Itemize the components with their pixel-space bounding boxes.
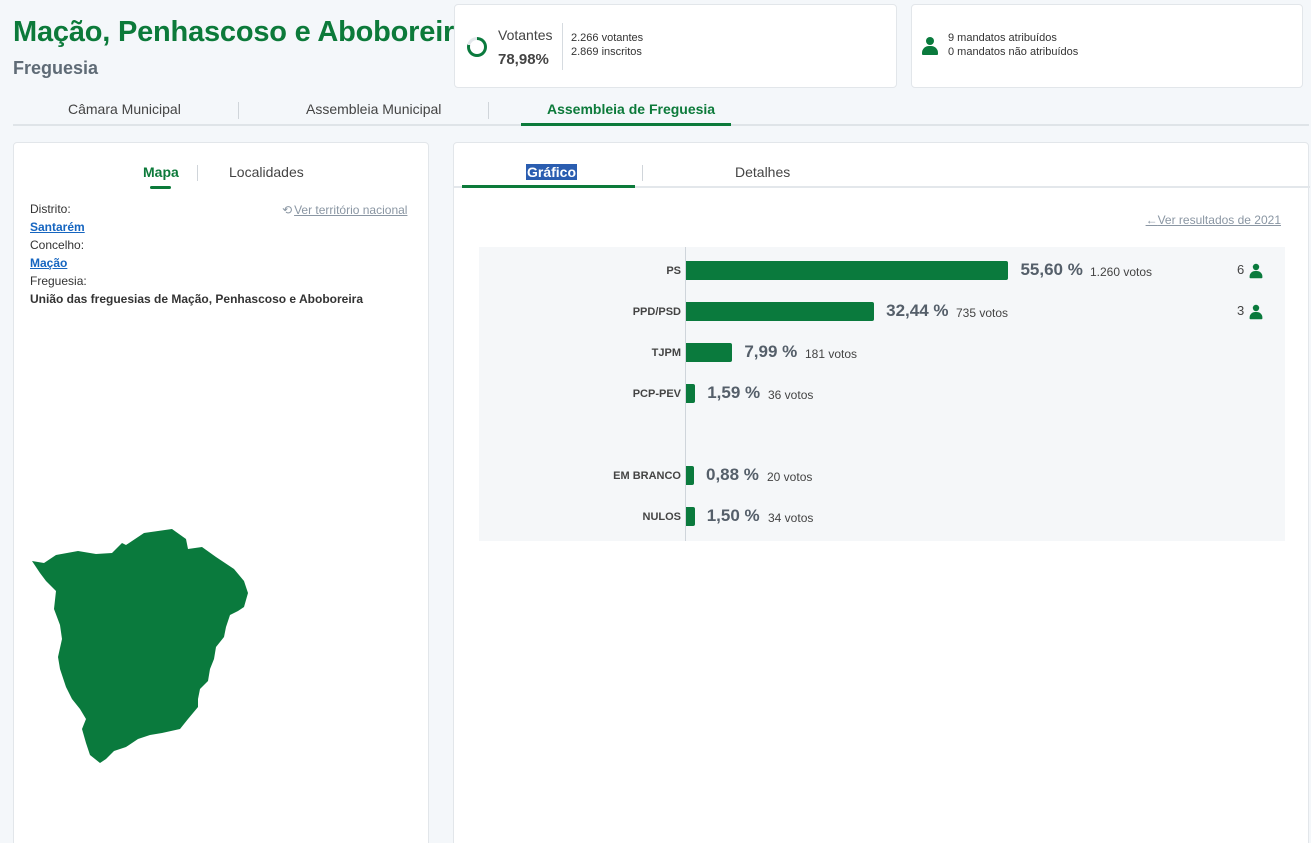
concelho-label: Concelho: xyxy=(30,238,85,252)
bar-percent-label: 1,59 % xyxy=(707,383,761,402)
person-icon xyxy=(1249,263,1263,279)
bar-row: PS 55,60 % 1.260 votos 6 xyxy=(479,260,1285,281)
tab-localidades[interactable]: Localidades xyxy=(229,164,304,180)
bar-category-label: PS xyxy=(666,265,681,277)
results-panel: Gráfico Detalhes ←Ver resultados de 2021… xyxy=(453,142,1310,843)
tab-detalhes[interactable]: Detalhes xyxy=(735,164,791,180)
tab-assembleia-municipal[interactable]: Assembleia Municipal xyxy=(306,101,442,117)
votantes-card: Votantes 78,98% 2.266 votantes 2.869 ins… xyxy=(454,4,897,88)
bar-votes-label: 36 votos xyxy=(768,388,814,402)
tab-separator xyxy=(238,102,239,119)
freguesia-name: União das freguesias de Mação, Penhascos… xyxy=(30,292,363,306)
bar-votes-label: 1.260 votos xyxy=(1090,265,1153,279)
freguesia-label: Freguesia: xyxy=(30,274,87,288)
bar-percent-label: 0,88 % xyxy=(706,465,759,484)
bar-category-label: TJPM xyxy=(651,347,681,359)
bar-row: PCP-PEV 1,59 % 36 votos xyxy=(479,383,1285,404)
bar-row: PPD/PSD 32,44 % 735 votos 3 xyxy=(479,301,1285,322)
bar-votes-label: 181 votos xyxy=(805,347,858,361)
active-tab-indicator xyxy=(150,186,171,189)
distrito-link[interactable]: Santarém xyxy=(30,220,85,234)
inscritos-count: 2.869 inscritos xyxy=(571,46,642,58)
bar[interactable] xyxy=(686,343,733,362)
seats-count: 3 xyxy=(1237,303,1245,318)
turnout-ring-icon xyxy=(467,37,487,57)
votantes-label: Votantes xyxy=(498,27,553,43)
page-subtitle: Freguesia xyxy=(13,58,99,78)
chart-axis xyxy=(685,247,686,541)
bar[interactable] xyxy=(686,302,875,321)
tab-separator xyxy=(197,165,198,181)
mandatos-atribuidos: 9 mandatos atribuídos xyxy=(948,32,1057,44)
person-icon xyxy=(1249,304,1263,320)
distrito-label: Distrito: xyxy=(30,202,71,216)
tab-separator xyxy=(642,165,643,181)
ver-resultados-2021-link[interactable]: ←Ver resultados de 2021 xyxy=(1145,213,1281,227)
bar-percent-label: 55,60 % xyxy=(1020,260,1083,279)
bar-percent-label: 1,50 % xyxy=(706,506,760,525)
bar-category-label: NULOS xyxy=(642,511,682,523)
bar-category-label: PCP-PEV xyxy=(632,388,681,400)
mandatos-card: 9 mandatos atribuídos 0 mandatos não atr… xyxy=(911,4,1303,88)
ver-territorio-nacional-link[interactable]: ⟲ Ver território nacional xyxy=(282,203,408,217)
election-tabs: Câmara Municipal Assembleia Municipal As… xyxy=(13,96,1309,126)
bar-category-label: PPD/PSD xyxy=(632,306,681,318)
tab-mapa[interactable]: Mapa xyxy=(143,164,179,180)
tab-assembleia-freguesia[interactable]: Assembleia de Freguesia xyxy=(547,101,716,117)
bar[interactable] xyxy=(686,507,695,526)
concelho-link[interactable]: Mação xyxy=(30,256,68,270)
bar-row: EM BRANCO 0,88 % 20 votos xyxy=(479,465,1285,486)
results-bar-chart: PS 55,60 % 1.260 votos 6 PPD/PSD 32,44 % 735 v… xyxy=(479,247,1285,541)
votantes-count: 2.266 votantes xyxy=(571,32,644,44)
bar-row: NULOS 1,50 % 34 votos xyxy=(479,506,1285,527)
bar-votes-label: 20 votos xyxy=(767,470,813,484)
divider xyxy=(562,23,563,70)
votantes-percent: 78,98% xyxy=(498,51,549,68)
undo-icon: ⟲ xyxy=(282,203,293,217)
bar[interactable] xyxy=(686,261,1009,280)
bar-percent-label: 32,44 % xyxy=(886,301,949,320)
seats-count: 6 xyxy=(1237,262,1245,277)
tab-camara-municipal[interactable]: Câmara Municipal xyxy=(68,101,181,117)
bar-row: TJPM 7,99 % 181 votos xyxy=(479,342,1285,363)
bar[interactable] xyxy=(686,466,694,485)
person-icon xyxy=(922,37,938,55)
bar[interactable] xyxy=(686,384,696,403)
mandatos-nao-atribuidos: 0 mandatos não atribuídos xyxy=(948,46,1079,58)
bar-votes-label: 735 votos xyxy=(956,306,1009,320)
tab-separator xyxy=(488,102,489,119)
bar-category-label: EM BRANCO xyxy=(613,470,681,482)
results-tabs: Gráfico Detalhes xyxy=(454,143,1310,188)
page-title: Mação, Penhascoso e Aboboreira xyxy=(13,16,471,48)
bar-votes-label: 34 votos xyxy=(768,511,814,525)
active-tab-indicator xyxy=(462,185,635,188)
bar-percent-label: 7,99 % xyxy=(744,342,798,361)
tab-grafico[interactable]: Gráfico xyxy=(526,164,578,180)
freguesia-map[interactable] xyxy=(30,529,250,765)
active-tab-indicator xyxy=(521,123,731,126)
freguesia-shape[interactable] xyxy=(32,529,248,763)
location-panel: Mapa Localidades ⟲ Ver território naciona… xyxy=(13,142,429,843)
arrow-left-icon: ← xyxy=(1145,213,1158,227)
